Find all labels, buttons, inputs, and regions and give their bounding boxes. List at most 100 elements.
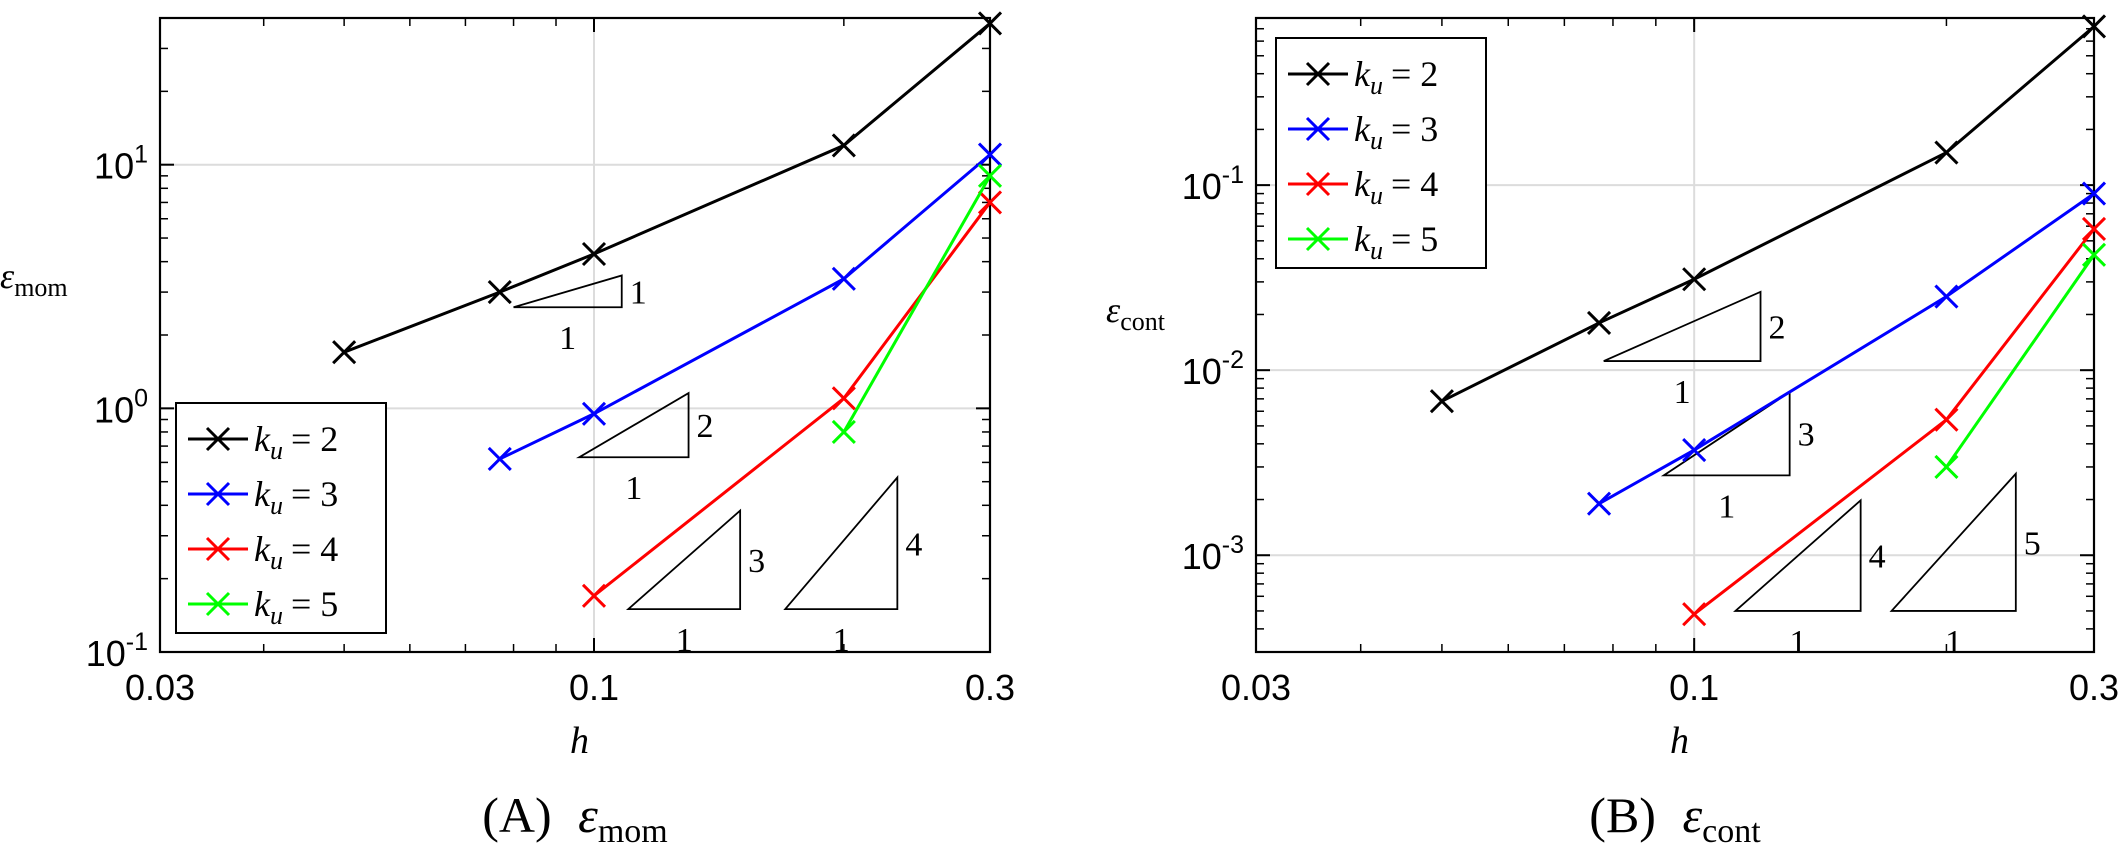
legend-box [175, 402, 387, 634]
slope-rise-label: 4 [905, 526, 922, 563]
legend-entry: ku = 3 [1288, 109, 1438, 155]
x-tick-label: 0.03 [125, 667, 195, 708]
x-tick-label: 0.1 [1669, 667, 1719, 708]
axes-box [158, 16, 992, 654]
data-point [977, 142, 1003, 167]
slope-triangle [783, 475, 899, 610]
series-4 [581, 190, 1003, 608]
data-point [977, 190, 1003, 215]
data-point [332, 340, 357, 365]
slope-run-label: 1 [1674, 374, 1691, 411]
x-axis-label: h [570, 720, 589, 762]
slope-run-label: 1 [1945, 624, 1962, 661]
data-point [2081, 14, 2107, 39]
slope-triangle [1603, 290, 1762, 362]
slope-run-label: 1 [1718, 488, 1735, 525]
legend-swatch-marker [205, 591, 231, 617]
minor-ticks [160, 18, 990, 652]
series-3 [487, 142, 1003, 471]
legend-swatch-marker [1305, 116, 1331, 142]
legend-swatch-marker [205, 536, 231, 562]
data-point [1934, 407, 1959, 432]
legend-label: ku = 4 [254, 529, 338, 575]
slope-rise-label: 4 [1869, 539, 1886, 576]
data-point [2081, 181, 2107, 206]
data-point [1586, 491, 1612, 516]
slope-run-label: 1 [833, 622, 850, 659]
series-5 [1934, 242, 2107, 480]
y-tick-label: 100 [94, 384, 148, 430]
data-point [1429, 389, 1454, 414]
panel-caption: (A) εmom [482, 787, 668, 846]
data-point [831, 133, 856, 158]
slope-triangles: 1 1 2 1 3 1 4 1 [513, 274, 922, 659]
data-point [1586, 310, 1612, 336]
data-point [831, 386, 856, 411]
legend-box [1275, 37, 1487, 269]
x-axis-label: h [1670, 720, 1689, 762]
data-point [977, 11, 1003, 36]
legend-swatch-marker [1305, 226, 1331, 252]
y-tick-label: 10-2 [1182, 346, 1244, 392]
data-point [977, 163, 1003, 188]
legend-swatch-marker [205, 426, 231, 452]
slope-run-label: 1 [559, 320, 576, 357]
slope-triangle [625, 508, 742, 610]
data-point [831, 419, 856, 445]
legend-entry: ku = 2 [188, 419, 338, 465]
slope-triangle [513, 274, 623, 309]
x-tick-label: 0.3 [2069, 667, 2119, 708]
series-2 [1429, 14, 2107, 414]
legend-label: ku = 3 [254, 474, 338, 520]
axes-box [1254, 16, 2096, 654]
legend: ku = 2 ku = 3 ku = 4 ku = 5 [1275, 37, 1487, 269]
data-point [1682, 267, 1707, 292]
panel-a: 0.03 0.1 0.3 10-1 100 101 εmom h (A) εmom 1 1 2 1 3 1 4… [0, 11, 1015, 846]
slope-rise-label: 3 [1798, 417, 1815, 454]
y-tick-label: 101 [94, 141, 148, 187]
slope-rise-label: 2 [1769, 309, 1786, 346]
y-axis-label: εmom [0, 256, 68, 302]
slope-triangle [1733, 498, 1862, 612]
legend-entry: ku = 5 [188, 584, 338, 630]
data-point [1934, 140, 1959, 165]
legend-label: ku = 5 [1354, 219, 1438, 265]
series-line [343, 22, 991, 354]
y-tick-label: 10-1 [86, 628, 148, 674]
legend-entry: ku = 4 [1288, 164, 1438, 210]
series-line [842, 175, 992, 433]
slope-triangle [1889, 471, 2017, 612]
data-point [1934, 454, 1959, 480]
data-point [831, 266, 856, 291]
data-point [581, 583, 607, 608]
slope-rise-label: 1 [630, 274, 647, 311]
x-tick-label: 0.3 [965, 667, 1015, 708]
series-2 [332, 11, 1003, 365]
data-point [1682, 438, 1707, 463]
data-point [487, 280, 512, 305]
y-tick-label: 10-1 [1182, 161, 1244, 207]
legend-entry: ku = 2 [1288, 54, 1438, 100]
data-point [2081, 216, 2107, 241]
slope-triangles: 2 1 3 1 4 1 5 1 [1603, 290, 2041, 661]
series-3 [1586, 181, 2107, 516]
legend-label: ku = 2 [1354, 54, 1438, 100]
data-point [581, 241, 607, 267]
series-line [593, 201, 992, 598]
series-line [499, 153, 991, 461]
slope-rise-label: 3 [748, 543, 765, 580]
x-tick-label: 0.1 [569, 667, 619, 708]
legend-label: ku = 4 [1354, 164, 1438, 210]
slope-rise-label: 2 [697, 408, 714, 445]
slope-run-label: 1 [625, 470, 642, 507]
legend-swatch-marker [1305, 61, 1331, 87]
x-tick-label: 0.03 [1221, 667, 1291, 708]
data-point [581, 401, 607, 426]
legend-swatch-marker [205, 481, 231, 507]
legend-label: ku = 3 [1354, 109, 1438, 155]
legend: ku = 2 ku = 3 ku = 4 ku = 5 [175, 402, 387, 634]
series-5 [831, 163, 1003, 445]
series-line [1598, 192, 2095, 505]
data-point [1682, 602, 1707, 627]
